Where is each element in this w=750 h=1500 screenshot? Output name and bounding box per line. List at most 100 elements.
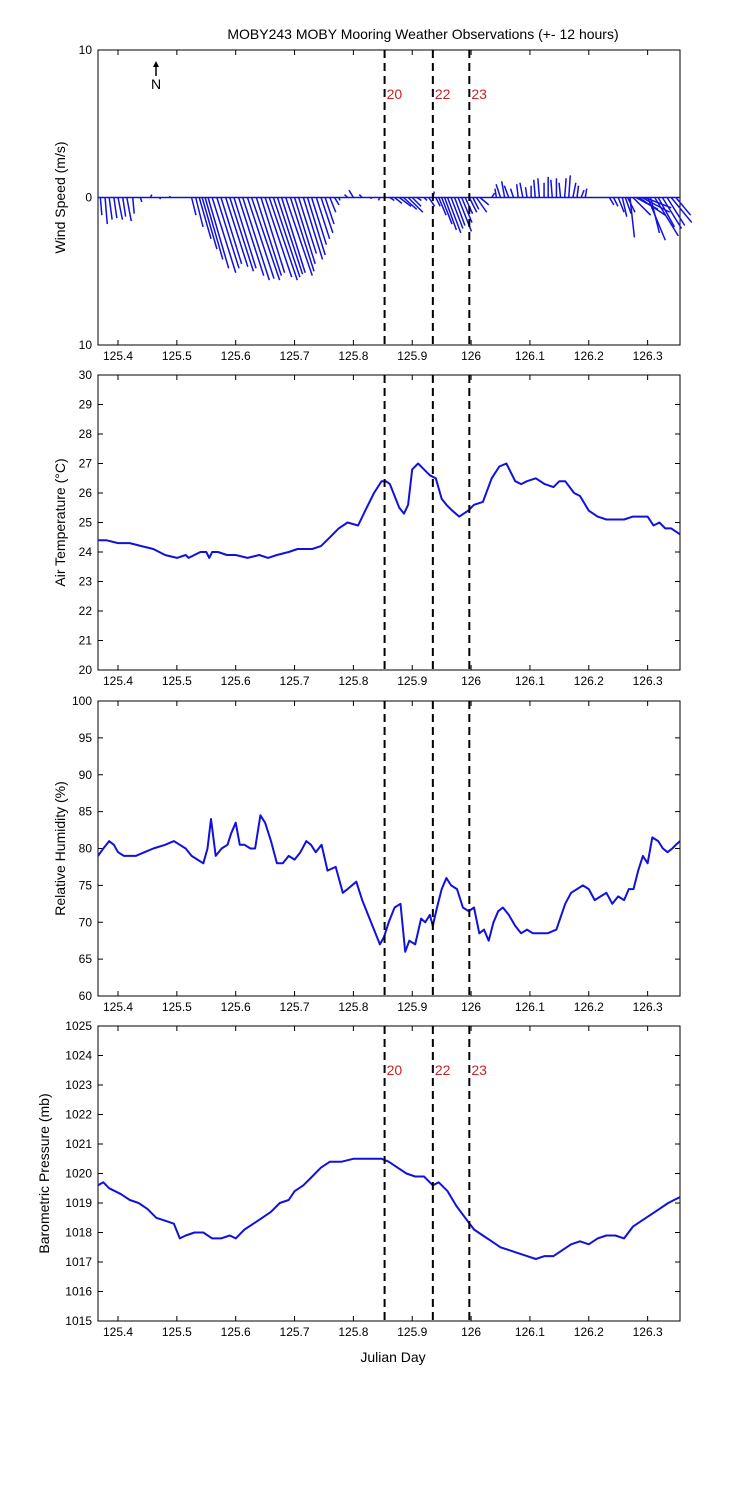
wind-vector: [411, 196, 422, 207]
wind-vector: [621, 197, 628, 217]
x-tick-label: 125.7: [280, 674, 310, 688]
wind-vector: [113, 197, 118, 219]
y-axis-label-rh: Relative Humidity (%): [52, 781, 68, 916]
wind-vector: [358, 194, 363, 199]
y-tick-label: 1021: [65, 1137, 92, 1151]
wind-vector: [464, 197, 474, 215]
wind-vector: [558, 182, 562, 198]
x-tick-label: 126.1: [515, 674, 545, 688]
y-tick-label: 28: [79, 427, 93, 441]
wind-vector: [158, 196, 162, 200]
y-tick-label: 22: [79, 604, 93, 618]
y-tick-label: 1020: [65, 1167, 92, 1181]
wind-vector: [435, 197, 441, 207]
x-tick-label: 126.3: [633, 349, 663, 363]
wind-vector: [460, 197, 473, 223]
wind-vector: [563, 178, 567, 198]
y-tick-label: 27: [79, 457, 93, 471]
x-tick-label: 125.9: [397, 674, 427, 688]
x-tick-label: 125.8: [338, 1000, 368, 1014]
panel-baro: 125.4 125.5 125.6 125.7 125.8 125.9 126 126.1 12…: [36, 1019, 681, 1339]
wind-vector: [306, 197, 326, 256]
wind-vector: [450, 197, 464, 229]
wind-vector: [479, 196, 490, 206]
y-tick-label: 95: [79, 731, 93, 745]
y-axis-label-baro: Barometric Pressure (mb): [36, 1093, 52, 1253]
y-tick-label: 1025: [65, 1019, 92, 1033]
north-label: N: [151, 76, 161, 92]
wind-vector: [329, 197, 337, 213]
wind-vector: [617, 197, 625, 213]
y-tick-label: 10: [79, 43, 93, 57]
wind-vector: [260, 197, 286, 273]
wind-vector: [117, 197, 124, 220]
wind-vector: [229, 197, 255, 272]
x-tick-label: 125.5: [162, 1325, 192, 1339]
wind-vector: [121, 197, 127, 217]
x-axis-label: Julian Day: [360, 1349, 425, 1365]
y-tick-label: 24: [79, 545, 93, 559]
plot-area-rh: [97, 700, 681, 997]
x-tick-label: 126.1: [515, 1325, 545, 1339]
wind-vector: [224, 197, 249, 268]
wind-vector: [629, 197, 636, 238]
wind-vector: [608, 197, 615, 206]
north-arrowhead-icon: [153, 61, 159, 67]
series-line-rh: [97, 814, 681, 953]
wind-vector: [302, 197, 324, 260]
y-tick-label: 1024: [65, 1049, 92, 1063]
event-label: 22: [435, 86, 451, 102]
wind-vector: [99, 197, 103, 216]
y-tick-label: 21: [79, 634, 93, 648]
wind-vector: [201, 197, 218, 250]
wind-vector: [297, 197, 318, 254]
series-line-airtemp: [98, 462, 681, 559]
wind-vector: [491, 192, 496, 198]
x-tick-label: 125.9: [397, 1000, 427, 1014]
wind-vector: [198, 197, 212, 240]
x-tick-label: 125.8: [338, 674, 368, 688]
wind-vector: [576, 185, 580, 198]
wind-vector: [338, 197, 341, 201]
wind-vector: [524, 187, 528, 198]
x-tick-label: 126.3: [633, 1000, 663, 1014]
wind-vector: [233, 197, 257, 269]
x-tick-label: 126: [461, 1000, 481, 1014]
x-tick-label: 125.5: [162, 1000, 192, 1014]
wind-vector: [190, 197, 197, 216]
wind-vector: [440, 197, 453, 225]
x-tick-label: 126: [461, 674, 481, 688]
x-tick-label: 125.9: [397, 349, 427, 363]
x-tick-label: 125.6: [221, 1000, 251, 1014]
y-tick-label: 1023: [65, 1078, 92, 1092]
wind-vector: [580, 189, 585, 198]
wind-vector: [661, 197, 683, 229]
y-tick-label: 20: [79, 663, 93, 677]
wind-vector: [416, 196, 422, 202]
wind-vector: [632, 196, 652, 216]
y-tick-label: 70: [79, 915, 93, 929]
wind-vector: [310, 197, 328, 245]
wind-vector: [494, 188, 498, 198]
plot-area-airtemp: [97, 374, 681, 671]
y-tick-label: 65: [79, 952, 93, 966]
wind-vector: [584, 188, 588, 198]
wind-vector: [250, 197, 281, 281]
y-tick-label: 1015: [65, 1314, 92, 1328]
wind-vector: [315, 197, 331, 240]
wind-vector: [472, 197, 480, 210]
wind-vector: [537, 178, 541, 198]
panel-airtemp: 125.4 125.5 125.6 125.7 125.8 125.9 126 126.1 12…: [52, 368, 681, 688]
wind-vector: [394, 196, 403, 204]
wind-vector: [624, 197, 632, 214]
wind-vector: [550, 179, 554, 198]
x-tick-label: 126.2: [574, 1325, 604, 1339]
y-tick-label: 1017: [65, 1255, 92, 1269]
y-tick-label: 85: [79, 805, 93, 819]
wind-vector: [220, 197, 243, 265]
x-tick-label: 126: [461, 1325, 481, 1339]
x-tick-label: 125.9: [397, 1325, 427, 1339]
wind-vector: [344, 194, 349, 199]
wind-vector: [568, 175, 572, 198]
wind-vector: [475, 197, 488, 213]
